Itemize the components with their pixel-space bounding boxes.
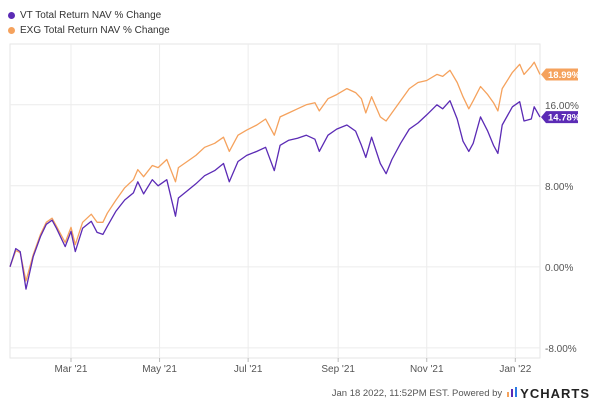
y-tick-label: 0.00% [545,263,573,274]
y-tick-label: -8.00% [545,344,577,355]
x-tick-label: Jan '22 [499,364,531,375]
legend-item-vt[interactable]: VT Total Return NAV % Change [8,8,170,23]
x-tick-label: Sep '21 [321,364,355,375]
ycharts-bars-icon [506,386,518,401]
chart-footer: Jan 18 2022, 11:52PM EST. Powered by YCH… [332,386,590,401]
plot-frame [9,43,541,359]
x-tick-label: Nov '21 [410,364,444,375]
chart-legend: VT Total Return NAV % Change EXG Total R… [8,8,170,38]
end-label-exg: 18.99% [541,68,581,81]
y-tick-label: 8.00% [545,182,573,193]
end-label-flag [541,111,578,124]
end-label-text: 18.99% [548,70,581,81]
series-line-vt [9,100,541,290]
x-tick-label: May '21 [142,364,177,375]
brand-logo[interactable]: YCHARTS [520,386,590,401]
legend-label-exg: EXG Total Return NAV % Change [20,25,170,36]
legend-swatch-exg [8,27,15,34]
legend-label-vt: VT Total Return NAV % Change [20,10,162,21]
x-tick-label: Mar '21 [54,364,87,375]
powered-by-label: Powered by [451,388,503,399]
series-line-exg [9,61,541,282]
end-label-text: 14.78% [548,113,581,124]
legend-swatch-vt [8,12,15,19]
legend-item-exg[interactable]: EXG Total Return NAV % Change [8,23,170,38]
y-tick-label: 16.00% [545,101,579,112]
end-label-vt: 14.78% [541,111,581,124]
x-tick-label: Jul '21 [234,364,263,375]
timestamp: Jan 18 2022, 11:52PM EST. [331,388,450,399]
end-label-flag [541,68,578,81]
